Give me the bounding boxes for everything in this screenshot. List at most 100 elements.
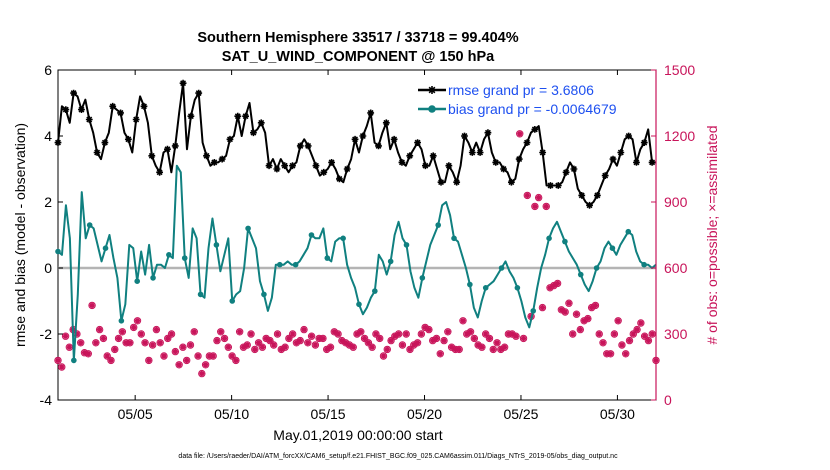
obs-assimilated-marker: [206, 353, 212, 359]
plot-area: 05/05 05/10 05/15 05/20 05/25 05/30 -4 -2 0 2 4 6 0 3…: [40, 62, 696, 422]
obs-assimilated-marker: [316, 335, 322, 341]
rmse-series-point: [617, 149, 625, 156]
obs-assimilated-marker: [161, 353, 167, 359]
obs-possible-marker: [145, 356, 153, 365]
obs-assimilated-marker: [554, 280, 561, 286]
obs-possible-marker: [296, 336, 304, 345]
obs-count-point: [92, 339, 100, 347]
obs-count-point: [334, 330, 342, 338]
obs-possible-marker: [103, 352, 111, 360]
obs-possible-marker: [534, 193, 543, 202]
obs-count-point: [99, 334, 108, 343]
obs-possible-marker: [77, 339, 85, 347]
rmse-series-point: [406, 152, 414, 160]
obs-count-point: [553, 279, 562, 288]
obs-count-point: [133, 317, 142, 325]
obs-count-point: [307, 332, 316, 340]
rmse-series-point: [414, 139, 421, 146]
obs-count-point: [54, 356, 62, 365]
obs-possible-marker: [538, 303, 547, 312]
obs-possible-marker: [413, 339, 422, 347]
bias-series-point: [435, 222, 441, 228]
obs-possible-marker: [470, 334, 479, 343]
rmse-series-point: [453, 178, 461, 186]
obs-possible-marker: [58, 363, 66, 371]
obs-possible-marker: [152, 325, 161, 334]
obs-assimilated-marker: [638, 320, 644, 326]
x-tick-label: 05/10: [214, 406, 249, 422]
rmse-series-point: [359, 132, 367, 140]
obs-assimilated-marker: [490, 346, 496, 352]
obs-assimilated-marker: [377, 335, 383, 341]
chart-subtitle: SAT_U_WIND_COMPONENT @ 150 hPa: [222, 49, 495, 65]
rmse-series-point: [429, 152, 437, 160]
obs-count-point: [629, 330, 637, 338]
obs-count-point: [179, 343, 187, 351]
obs-assimilated-marker: [278, 346, 284, 352]
obs-possible-marker: [440, 336, 448, 345]
rmse-series-point: [210, 159, 218, 166]
obs-count-point: [243, 341, 251, 349]
obs-assimilated-marker: [630, 331, 636, 337]
obs-possible-marker: [198, 369, 206, 378]
obs-assimilated-marker: [384, 346, 390, 352]
bias-series-point: [641, 261, 647, 268]
obs-possible-marker: [175, 361, 183, 369]
obs-count-point: [614, 317, 622, 325]
obs-assimilated-marker: [240, 344, 247, 350]
obs-possible-marker: [531, 202, 539, 211]
obs-assimilated-marker: [134, 318, 141, 324]
obs-possible-marker: [258, 343, 267, 351]
obs-count-point: [160, 352, 168, 360]
obs-count-point: [319, 334, 327, 343]
obs-possible-marker: [599, 339, 607, 347]
obs-possible-marker: [84, 350, 92, 358]
obs-possible-marker: [360, 334, 369, 343]
x-tick-label: 05/15: [311, 406, 346, 422]
obs-assimilated-marker: [346, 342, 353, 348]
bias-series-point: [245, 225, 251, 232]
obs-possible-marker: [304, 339, 312, 347]
obs-assimilated-marker: [244, 342, 250, 348]
obs-possible-marker: [500, 343, 509, 351]
rmse-series-point: [250, 129, 257, 137]
obs-assimilated-marker: [97, 327, 103, 333]
obs-assimilated-marker: [585, 316, 591, 322]
obs-assimilated-marker: [165, 335, 171, 341]
obs-possible-marker: [349, 343, 357, 351]
obs-count-point: [285, 334, 293, 343]
obs-assimilated-marker: [112, 346, 118, 352]
obs-possible-marker: [372, 330, 380, 338]
rmse-series-point: [234, 112, 242, 120]
x-tick-label: 05/30: [600, 406, 635, 422]
obs-possible-marker: [489, 345, 497, 354]
obs-count-point: [383, 345, 391, 354]
obs-possible-marker: [368, 343, 376, 351]
obs-assimilated-marker: [142, 340, 148, 346]
obs-count-point: [376, 334, 384, 343]
obs-possible-marker: [179, 343, 187, 351]
bias-series-point: [451, 235, 457, 242]
obs-assimilated-marker: [180, 344, 186, 350]
rmse-series-point: [54, 139, 62, 146]
bias-series-point: [292, 261, 299, 268]
obs-possible-marker: [387, 336, 395, 345]
obs-count-point: [304, 339, 312, 347]
obs-count-point: [220, 334, 229, 343]
obs-assimilated-marker: [203, 362, 209, 368]
obs-assimilated-marker: [573, 311, 580, 317]
obs-possible-marker: [209, 352, 217, 360]
obs-count-point: [436, 350, 444, 358]
obs-count-point: [466, 328, 475, 336]
obs-assimilated-marker: [483, 331, 489, 337]
obs-count-point: [523, 191, 532, 200]
obs-possible-marker: [126, 339, 134, 347]
obs-assimilated-marker: [396, 331, 402, 337]
obs-assimilated-marker: [513, 333, 519, 339]
obs-assimilated-marker: [290, 331, 296, 337]
obs-assimilated-marker: [369, 344, 375, 350]
legend-box: [413, 78, 639, 118]
obs-assimilated-marker: [191, 329, 197, 335]
obs-count-point: [512, 332, 520, 340]
